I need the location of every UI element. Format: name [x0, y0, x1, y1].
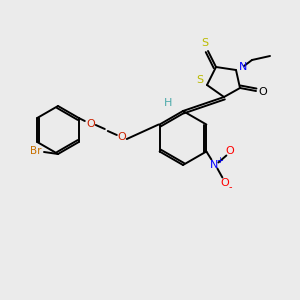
Text: N: N: [239, 62, 247, 72]
Text: Br: Br: [30, 146, 42, 156]
Text: O: O: [117, 132, 126, 142]
Text: N: N: [210, 160, 219, 170]
Text: O: O: [86, 119, 95, 129]
Text: H: H: [164, 98, 172, 108]
Text: +: +: [216, 156, 223, 165]
Text: O: O: [220, 178, 229, 188]
Text: S: S: [201, 38, 208, 48]
Text: S: S: [196, 75, 204, 85]
Text: O: O: [259, 87, 267, 97]
Text: -: -: [229, 182, 232, 193]
Text: O: O: [225, 146, 234, 157]
